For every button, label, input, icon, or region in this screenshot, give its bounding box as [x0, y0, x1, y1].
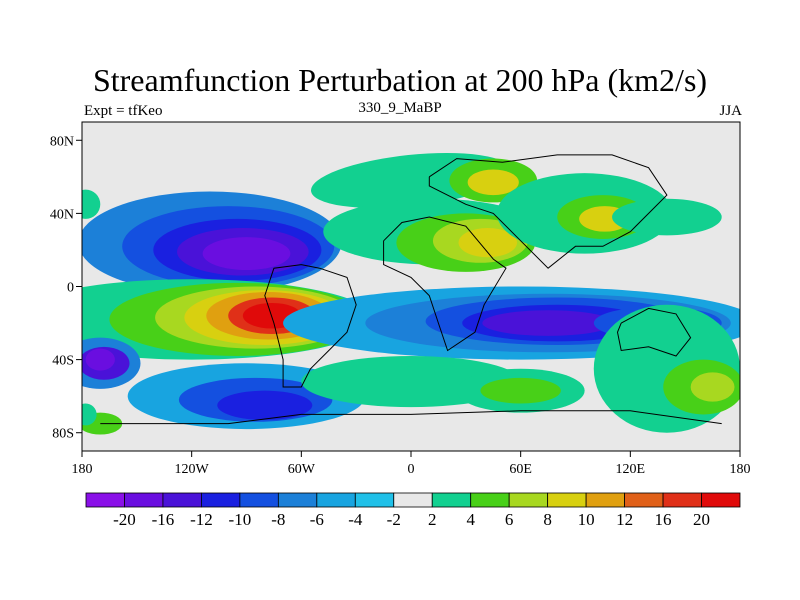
- colorbar-label: -10: [229, 510, 252, 529]
- colorbar-label: 20: [693, 510, 710, 529]
- colorbar-swatch: [277, 492, 318, 508]
- x-tick-label: 60W: [288, 462, 316, 477]
- x-tick-label: 120E: [616, 462, 646, 477]
- colorbar-swatch: [624, 492, 664, 508]
- colorbar-label: -2: [387, 510, 401, 529]
- y-tick-label: 40N: [50, 207, 74, 222]
- colorbar-swatch: [585, 492, 625, 508]
- x-tick-label: 60E: [509, 462, 532, 477]
- colorbar-swatch: [162, 492, 202, 508]
- colorbar-swatch: [508, 492, 549, 508]
- colorbar-swatch: [354, 492, 395, 508]
- colorbar-label: 8: [543, 510, 552, 529]
- colorbar-label: -4: [348, 510, 363, 529]
- coastline: [383, 216, 507, 352]
- coastline: [100, 410, 722, 425]
- colorbar-label: 6: [505, 510, 514, 529]
- colorbar-swatch: [701, 492, 741, 508]
- colorbar-label: -12: [190, 510, 213, 529]
- y-tick-label: 80S: [52, 427, 74, 442]
- colorbar-label: -16: [152, 510, 175, 529]
- contour-region: [82, 189, 101, 219]
- y-tick-label: 80N: [50, 134, 74, 149]
- coastline: [264, 264, 357, 388]
- contour-region: [217, 390, 313, 420]
- contour-region: [82, 403, 97, 426]
- colorbar-label: 16: [655, 510, 672, 529]
- y-tick-label: 40S: [52, 354, 74, 369]
- colorbar-swatch: [662, 492, 702, 508]
- contour-region: [612, 198, 722, 236]
- contour-region: [482, 310, 614, 336]
- colorbar-swatch: [431, 492, 472, 508]
- axis-ticks: 180 120W 60W 0 60E 120E 180 80N 40N 0 40S 80S: [50, 134, 751, 477]
- x-tick-label: 180: [730, 462, 751, 477]
- colorbar-swatch: [124, 492, 164, 508]
- season-label: JJA: [719, 103, 742, 119]
- contour-region: [202, 237, 291, 271]
- run-label: 330_9_MaBP: [358, 100, 442, 116]
- x-tick-label: 0: [408, 462, 415, 477]
- coastline: [428, 154, 668, 269]
- colorbar-swatch: [547, 492, 587, 508]
- colorbar: -20 -16 -12 -10 -8 -6 -4 -2 2 4 6 8 10 12 16 20: [85, 492, 741, 529]
- colorbar-label: 10: [578, 510, 595, 529]
- x-tick-label: 180: [72, 462, 93, 477]
- colorbar-label: -8: [271, 510, 285, 529]
- colorbar-swatch: [316, 492, 356, 508]
- contour-region: [690, 372, 735, 402]
- y-tick-label: 0: [67, 281, 74, 296]
- colorbar-label: -20: [113, 510, 136, 529]
- colorbar-swatch: [85, 492, 125, 508]
- experiment-label: Expt = tfKeo: [84, 103, 163, 119]
- colorbar-swatch: [393, 492, 433, 508]
- contour-fill-layer: [82, 152, 740, 435]
- colorbar-swatch: [201, 492, 241, 508]
- colorbar-label: -6: [310, 510, 324, 529]
- contour-region: [467, 169, 519, 196]
- contour-region: [480, 377, 561, 404]
- coastline: [616, 307, 692, 357]
- chart-title: Streamfunction Perturbation at 200 hPa (…: [92, 62, 708, 98]
- coastline-layer: [100, 154, 722, 425]
- colorbar-label: 4: [466, 510, 475, 529]
- x-tick-label: 120W: [175, 462, 210, 477]
- colorbar-swatch: [470, 492, 510, 508]
- colorbar-label: 2: [428, 510, 437, 529]
- contour-region: [85, 348, 115, 371]
- colorbar-label: 12: [616, 510, 633, 529]
- colorbar-swatch: [239, 492, 279, 508]
